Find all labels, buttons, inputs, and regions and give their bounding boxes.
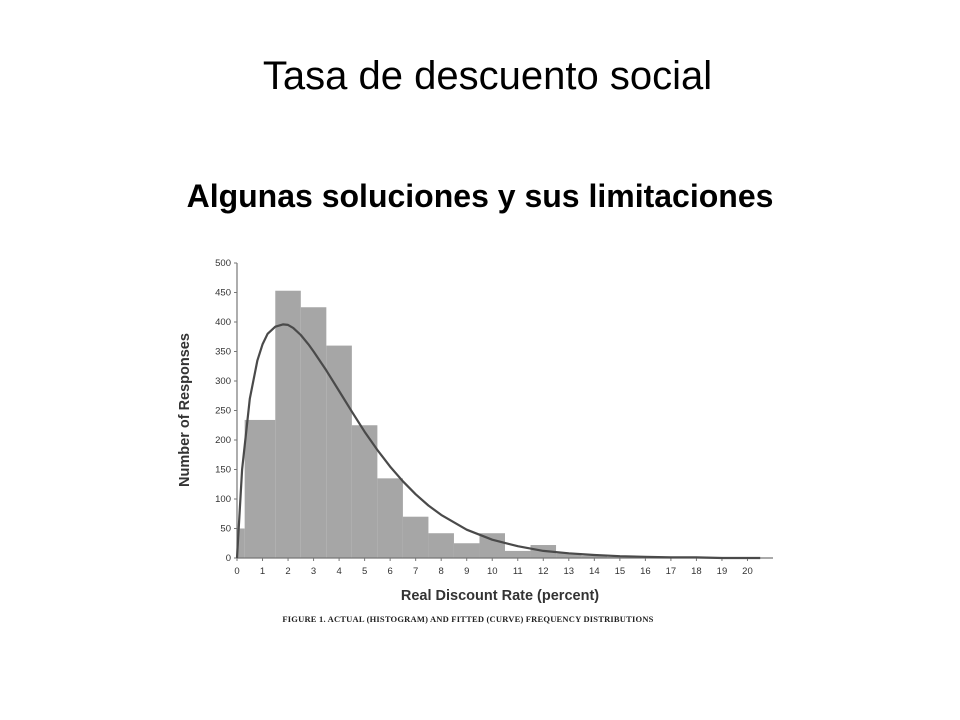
x-tick-label: 3 xyxy=(311,566,316,577)
y-tick-label: 50 xyxy=(220,524,231,535)
x-tick-label: 17 xyxy=(666,566,677,577)
x-tick-label: 20 xyxy=(742,566,753,577)
histogram-bar xyxy=(581,555,608,558)
x-tick-label: 8 xyxy=(439,566,444,577)
histogram-bar xyxy=(402,516,429,558)
histogram-bar xyxy=(275,290,301,558)
x-axis-label: Real Discount Rate (percent) xyxy=(401,588,599,604)
histogram-bar xyxy=(244,419,276,558)
y-tick-label: 350 xyxy=(215,347,231,358)
x-tick-label: 15 xyxy=(615,566,626,577)
y-tick-label: 250 xyxy=(215,406,231,417)
histogram-bar xyxy=(237,528,245,558)
x-tick-label: 19 xyxy=(717,566,728,577)
histogram-bar xyxy=(428,533,454,558)
x-tick-label: 5 xyxy=(362,566,367,577)
x-tick-label: 14 xyxy=(589,566,600,577)
histogram-bar xyxy=(377,478,403,558)
histogram-bar xyxy=(505,550,531,558)
x-tick-label: 2 xyxy=(285,566,290,577)
x-tick-label: 6 xyxy=(387,566,392,577)
histogram-bar xyxy=(556,553,582,558)
x-tick-label: 12 xyxy=(538,566,549,577)
y-axis-label: Number of Responses xyxy=(177,333,193,487)
histogram-bar xyxy=(300,307,327,558)
x-tick-label: 1 xyxy=(260,566,265,577)
x-tick-label: 10 xyxy=(487,566,498,577)
histogram-bars xyxy=(237,290,684,558)
x-tick-label: 9 xyxy=(464,566,469,577)
figure-caption: FIGURE 1. ACTUAL (HISTOGRAM) AND FITTED … xyxy=(282,614,653,624)
slide-subtitle: Algunas soluciones y sus limitaciones xyxy=(186,178,774,214)
fitted-curve-layer xyxy=(235,323,761,560)
histogram-bar xyxy=(351,425,378,558)
x-tick-label: 13 xyxy=(564,566,575,577)
x-tick-label: 4 xyxy=(336,566,341,577)
y-tick-label: 150 xyxy=(215,465,231,476)
y-tick-label: 0 xyxy=(226,553,231,564)
histogram-bar xyxy=(453,543,480,558)
y-tick-label: 400 xyxy=(215,317,231,328)
histogram-bar xyxy=(326,345,352,558)
y-tick-label: 100 xyxy=(215,494,231,505)
x-tick-label: 16 xyxy=(640,566,651,577)
slide-title: Tasa de descuento social xyxy=(262,54,713,98)
y-tick-label: 300 xyxy=(215,376,231,387)
x-tick-label: 11 xyxy=(513,566,523,577)
x-tick-label: 0 xyxy=(234,566,239,577)
x-tick-label: 7 xyxy=(413,566,418,577)
x-tick-label: 18 xyxy=(691,566,702,577)
y-tick-label: 450 xyxy=(215,288,231,299)
y-tick-label: 200 xyxy=(215,435,231,446)
fitted-curve xyxy=(235,323,761,560)
y-tick-label: 500 xyxy=(215,258,231,269)
